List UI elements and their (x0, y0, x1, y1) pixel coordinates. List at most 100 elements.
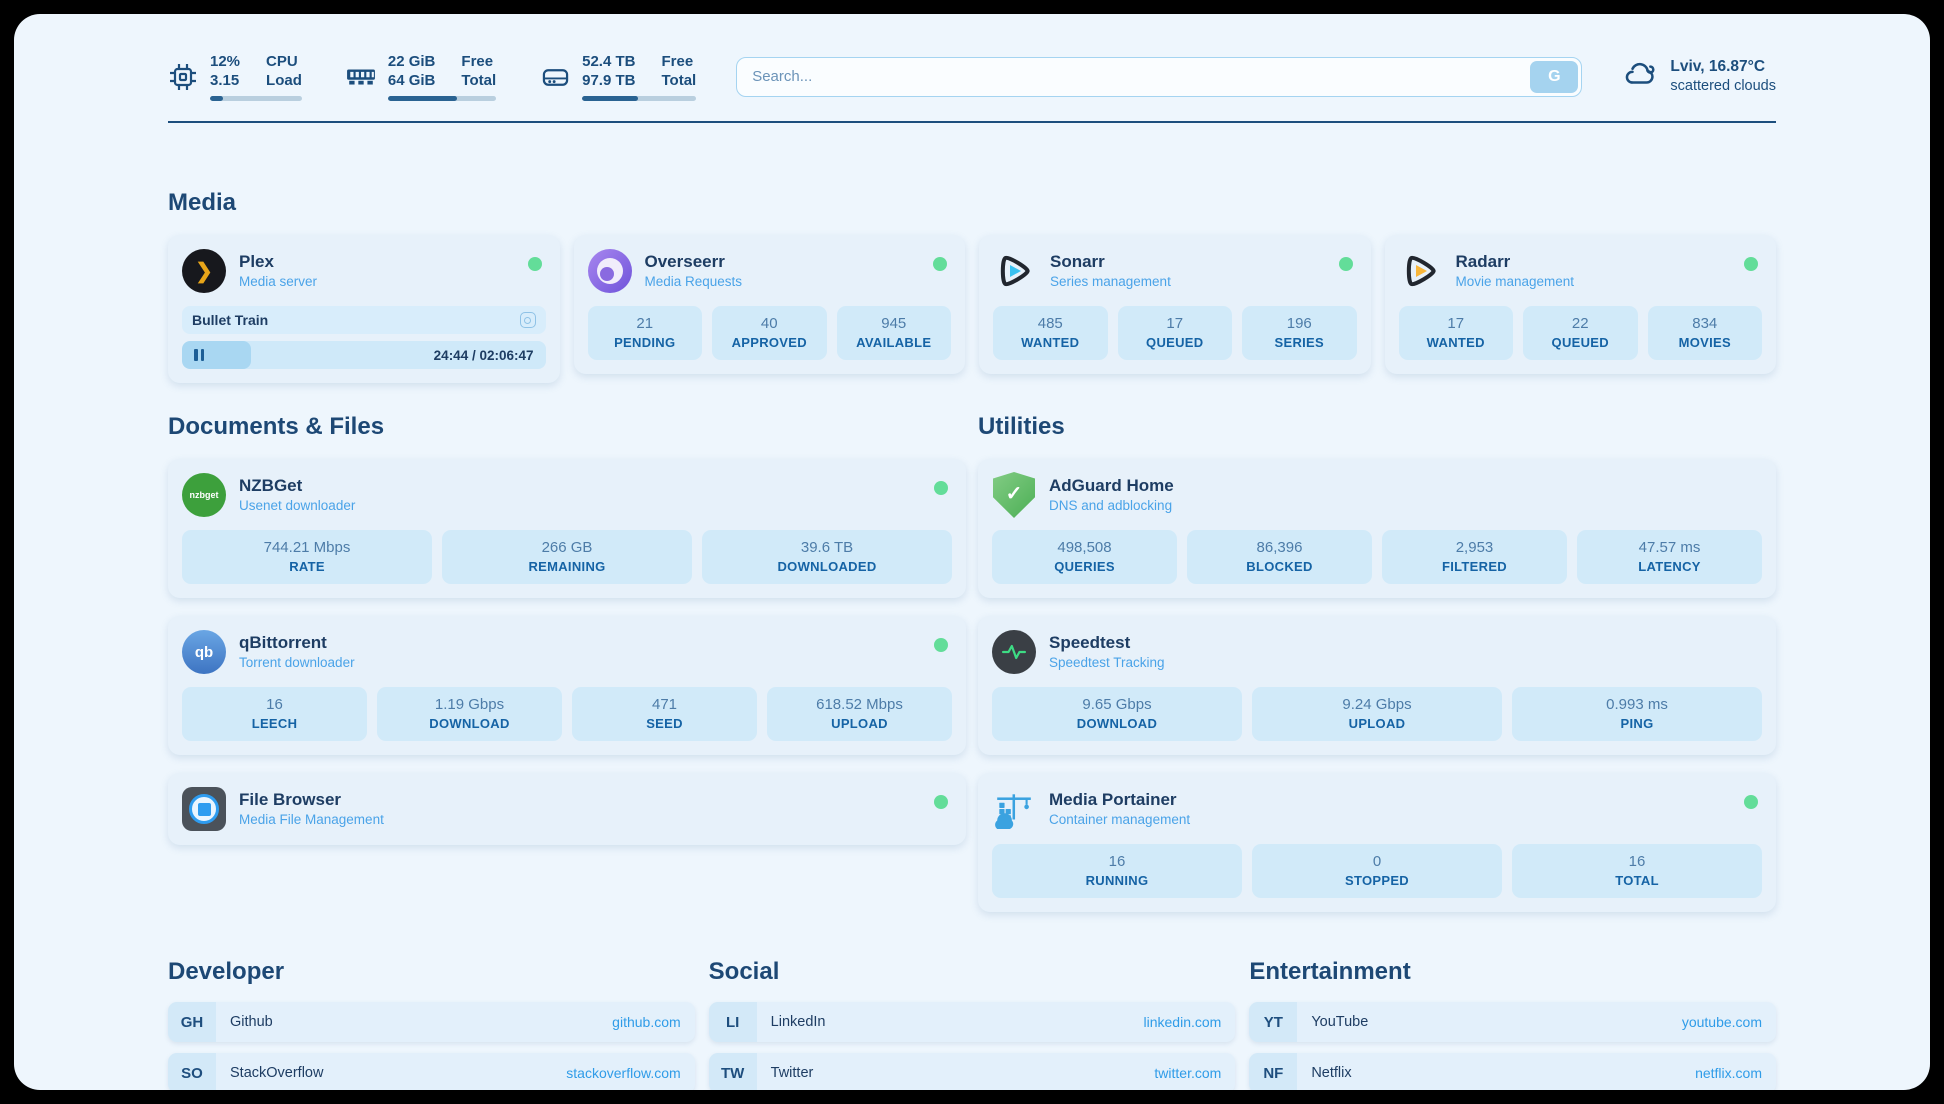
link-badge: TW (708, 1053, 757, 1090)
service-subtitle: Media File Management (239, 812, 384, 827)
section-title-documents: Documents & Files (168, 413, 385, 440)
stat-queued: 17 QUEUED (1117, 306, 1232, 360)
link-url: netflix.com (1695, 1065, 1762, 1081)
now-playing-title: Bullet Train (192, 312, 269, 328)
section-title-social: Social (708, 958, 780, 985)
stat-downloaded: 39.6 TB DOWNLOADED (702, 530, 952, 584)
resource-monitors: 12% 3.15 CPU Load (168, 52, 697, 101)
search-input[interactable] (740, 68, 1531, 85)
service-subtitle: Media server (239, 274, 318, 289)
service-card-overseerr[interactable]: Overseerr Media Requests 21 PENDING 40 A… (573, 235, 965, 374)
link-youtube[interactable]: YT YouTube youtube.com (1249, 1002, 1776, 1042)
link-name: Netflix (1311, 1065, 1352, 1081)
stat-seed: 471 SEED (572, 687, 757, 741)
stat-series: 196 SERIES (1242, 306, 1357, 360)
cloud-icon (1622, 61, 1658, 92)
disk-progress-bar (582, 96, 697, 101)
stat-ping: 0.993 ms PING (1512, 687, 1762, 741)
section-title-utilities: Utilities (978, 413, 1065, 440)
service-card-sonarr[interactable]: Sonarr Series management 485 WANTED 17 Q… (979, 235, 1371, 374)
cpu-icon (168, 63, 198, 91)
link-url: linkedin.com (1143, 1014, 1222, 1030)
cpu-load-value: 3.15 (210, 72, 240, 89)
stat-running: 16 RUNNING (992, 844, 1242, 898)
link-badge: SO (168, 1053, 216, 1090)
service-title: Overseerr (644, 252, 725, 271)
service-card-nzbget[interactable]: nzbget NZBGet Usenet downloader 744.21 M… (168, 459, 966, 598)
stat-wanted: 17 WANTED (1398, 306, 1513, 360)
disk-free-label: Free (661, 53, 694, 70)
search-bar: G (736, 56, 1583, 97)
ram-monitor: 22 GiB 64 GiB Free Total (346, 52, 497, 101)
service-card-plex[interactable]: ❯ Plex Media server Bullet Train (168, 235, 560, 383)
section-title-media: Media (168, 189, 237, 216)
cpu-load-label: Load (266, 72, 302, 89)
service-title: Plex (239, 252, 274, 271)
service-card-speedtest[interactable]: Speedtest Speedtest Tracking 9.65 Gbps D… (978, 616, 1776, 755)
ram-icon (346, 67, 376, 86)
dashboard-panel: 12% 3.15 CPU Load (14, 14, 1930, 1090)
service-card-portainer[interactable]: Media Portainer Container management 16 … (978, 773, 1776, 912)
service-title: Media Portainer (1049, 790, 1177, 809)
disk-total-value: 97.9 TB (582, 72, 636, 89)
plex-icon: ❯ (182, 249, 226, 293)
stat-upload: 618.52 Mbps UPLOAD (767, 687, 952, 741)
stat-upload: 9.24 Gbps UPLOAD (1252, 687, 1502, 741)
disk-monitor: 52.4 TB 97.9 TB Free Total (540, 52, 697, 101)
nzbget-icon: nzbget (182, 473, 226, 517)
weather-condition: scattered clouds (1670, 78, 1776, 94)
link-name: Github (230, 1014, 273, 1030)
link-badge: YT (1249, 1002, 1298, 1042)
service-title: NZBGet (239, 476, 303, 495)
cpu-progress-bar (210, 96, 302, 101)
section-title-entertainment: Entertainment (1249, 958, 1411, 985)
status-dot (934, 795, 948, 809)
link-twitter[interactable]: TW Twitter twitter.com (708, 1053, 1236, 1090)
stat-wanted: 485 WANTED (993, 306, 1108, 360)
service-subtitle: Series management (1050, 274, 1171, 289)
stat-queued: 22 QUEUED (1523, 306, 1638, 360)
link-name: Twitter (770, 1065, 814, 1081)
speedtest-icon (992, 630, 1036, 674)
stat-leech: 16 LEECH (182, 687, 367, 741)
camera-icon[interactable] (519, 312, 536, 328)
search-engine-button[interactable]: G (1530, 60, 1579, 93)
link-url: stackoverflow.com (566, 1065, 681, 1081)
link-github[interactable]: GH Github github.com (168, 1002, 695, 1042)
service-card-qbittorrent[interactable]: qb qBittorrent Torrent downloader 16 LEE… (168, 616, 966, 755)
qbittorrent-icon: qb (182, 630, 226, 674)
service-title: qBittorrent (239, 633, 327, 652)
ram-total-label: Total (461, 72, 497, 89)
stat-download: 9.65 Gbps DOWNLOAD (992, 687, 1242, 741)
weather-location: Lviv, 16.87°C (1670, 58, 1766, 75)
playback-time: 24:44 / 02:06:47 (433, 347, 534, 363)
cpu-percent: 12% (210, 53, 241, 70)
ram-progress-bar (387, 96, 497, 101)
service-title: Sonarr (1050, 252, 1105, 271)
link-netflix[interactable]: NF Netflix netflix.com (1249, 1053, 1776, 1090)
status-dot (933, 257, 947, 271)
ram-free-value: 22 GiB (387, 53, 436, 70)
service-title: Speedtest (1049, 633, 1131, 652)
filebrowser-icon (182, 787, 226, 831)
stat-movies: 834 MOVIES (1647, 306, 1762, 360)
weather-widget: Lviv, 16.87°C scattered clouds (1622, 57, 1776, 96)
pause-icon[interactable] (194, 349, 204, 361)
link-name: YouTube (1311, 1014, 1369, 1030)
service-title: File Browser (239, 790, 342, 809)
overseerr-icon (587, 249, 632, 293)
service-card-adguard[interactable]: ✓ AdGuard Home DNS and adblocking 498,50… (978, 459, 1776, 598)
link-badge: LI (708, 1002, 757, 1042)
link-linkedin[interactable]: LI LinkedIn linkedin.com (708, 1002, 1236, 1042)
status-dot (934, 638, 948, 652)
service-subtitle: DNS and adblocking (1049, 498, 1173, 513)
link-stackoverflow[interactable]: SO StackOverflow stackoverflow.com (168, 1053, 695, 1090)
service-card-filebrowser[interactable]: File Browser Media File Management (168, 773, 966, 845)
header-divider (168, 121, 1776, 123)
stat-approved: 40 APPROVED (712, 306, 827, 360)
sonarr-icon (993, 249, 1037, 293)
disk-icon (540, 66, 570, 88)
service-card-radarr[interactable]: Radarr Movie management 17 WANTED 22 QUE… (1384, 235, 1776, 374)
stat-filtered: 2,953 FILTERED (1382, 530, 1567, 584)
link-name: StackOverflow (230, 1065, 324, 1081)
